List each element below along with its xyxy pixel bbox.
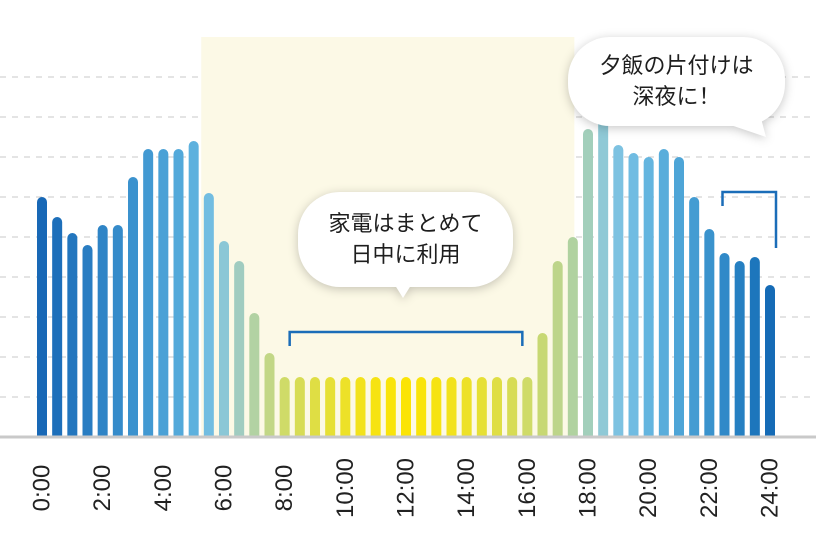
bar xyxy=(749,257,760,437)
callout-daytime: 家電はまとめて 日中に利用 xyxy=(298,192,513,298)
x-tick-label: 20:00 xyxy=(635,458,662,518)
range-bracket xyxy=(721,190,778,248)
callout-text-line: 夕飯の片付けは xyxy=(599,53,754,79)
bar xyxy=(492,377,502,437)
callout-body: 夕飯の片付けは 深夜に！ xyxy=(568,37,785,126)
x-tick-label: 2:00 xyxy=(89,465,116,512)
bar xyxy=(219,241,229,437)
x-tick-labels: 0:00 2:00 4:00 6:00 8:00 10:00 12:00 14:00 16:00… xyxy=(29,458,784,518)
bar xyxy=(112,225,123,437)
bar xyxy=(431,377,442,437)
callout-text-line: 深夜に！ xyxy=(632,84,721,110)
bar xyxy=(643,157,654,437)
bar xyxy=(203,193,214,437)
callout-text-line: 家電はまとめて xyxy=(328,211,483,237)
bar xyxy=(446,377,457,437)
bar xyxy=(689,197,700,437)
callout-body: 家電はまとめて 日中に利用 xyxy=(298,192,513,287)
bar xyxy=(674,157,684,437)
bar xyxy=(401,377,411,437)
bar xyxy=(765,285,775,437)
x-tick-label: 16:00 xyxy=(514,458,541,518)
bar xyxy=(279,377,290,437)
x-tick-label: 10:00 xyxy=(332,458,359,518)
x-tick-label: 12:00 xyxy=(393,458,420,518)
bar xyxy=(82,245,93,437)
bar xyxy=(188,141,199,437)
bar xyxy=(355,377,366,437)
x-tick-label: 24:00 xyxy=(757,458,784,518)
bar xyxy=(537,333,548,437)
bar xyxy=(310,377,320,437)
bars xyxy=(37,117,775,437)
bar xyxy=(249,313,260,437)
bar xyxy=(476,377,487,437)
bar xyxy=(628,153,639,437)
x-tick-label: 4:00 xyxy=(150,465,177,512)
x-tick-label: 22:00 xyxy=(696,458,723,518)
bar xyxy=(598,117,609,437)
x-tick-label: 8:00 xyxy=(271,465,298,512)
bar xyxy=(128,177,138,437)
x-tick-label: 6:00 xyxy=(211,465,238,512)
bar xyxy=(37,197,47,437)
bar xyxy=(52,217,63,437)
bar xyxy=(234,261,245,437)
callout-night: 夕飯の片付けは 深夜に！ xyxy=(568,37,785,137)
bar xyxy=(294,377,305,437)
bar xyxy=(522,377,533,437)
bar xyxy=(370,377,381,437)
bar xyxy=(385,377,396,437)
bar xyxy=(461,377,472,437)
bar xyxy=(583,129,593,437)
bar xyxy=(416,377,427,437)
bar xyxy=(719,253,730,437)
bar xyxy=(264,353,275,437)
bar xyxy=(173,149,184,437)
bar xyxy=(704,229,715,437)
bar xyxy=(567,237,578,437)
callout-text-line: 日中に利用 xyxy=(350,242,461,268)
x-tick-label: 14:00 xyxy=(453,458,480,518)
bar xyxy=(67,233,78,437)
bar xyxy=(552,261,563,437)
bar xyxy=(325,377,336,437)
bar xyxy=(507,376,518,437)
bar xyxy=(158,149,169,437)
bar xyxy=(613,145,624,437)
bar xyxy=(97,225,108,437)
x-tick-label: 0:00 xyxy=(29,465,56,512)
bar xyxy=(658,149,669,437)
x-tick-label: 18:00 xyxy=(575,458,602,518)
bar xyxy=(734,261,745,437)
bar xyxy=(340,377,351,437)
range-bracket xyxy=(288,330,524,346)
range-brackets xyxy=(288,190,778,346)
bar xyxy=(143,149,154,437)
